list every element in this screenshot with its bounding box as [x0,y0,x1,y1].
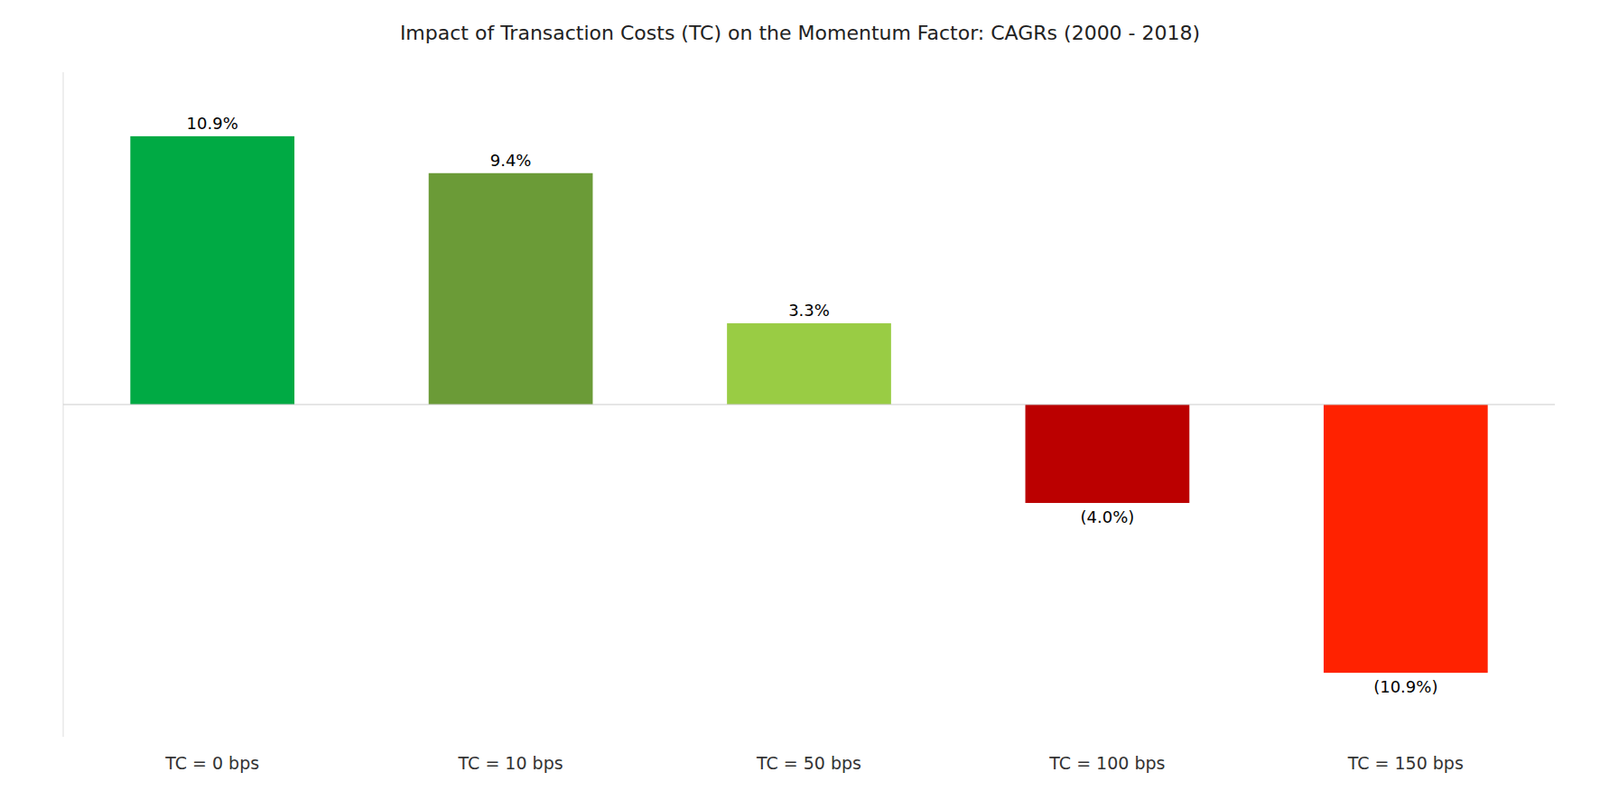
data-label: 9.4% [490,150,532,170]
bar [1025,404,1191,503]
background [0,0,1600,800]
chart-title: Impact of Transaction Costs (TC) on the … [400,21,1200,45]
x-tick-label: TC = 100 bps [1048,753,1165,773]
bar [428,173,594,405]
bar [1323,404,1489,673]
bar [726,323,892,405]
chart-container: Impact of Transaction Costs (TC) on the … [0,0,1600,800]
x-tick-label: TC = 0 bps [164,753,260,773]
baseline [63,404,1555,406]
chart-svg: Impact of Transaction Costs (TC) on the … [0,0,1600,800]
x-tick-label: TC = 10 bps [457,753,564,773]
data-label: 3.3% [788,300,830,320]
data-label: (10.9%) [1373,677,1438,697]
data-label: (4.0%) [1080,507,1135,527]
x-tick-label: TC = 50 bps [755,753,862,773]
x-tick-label: TC = 150 bps [1347,753,1464,773]
bar [130,136,295,405]
data-label: 10.9% [186,113,239,133]
